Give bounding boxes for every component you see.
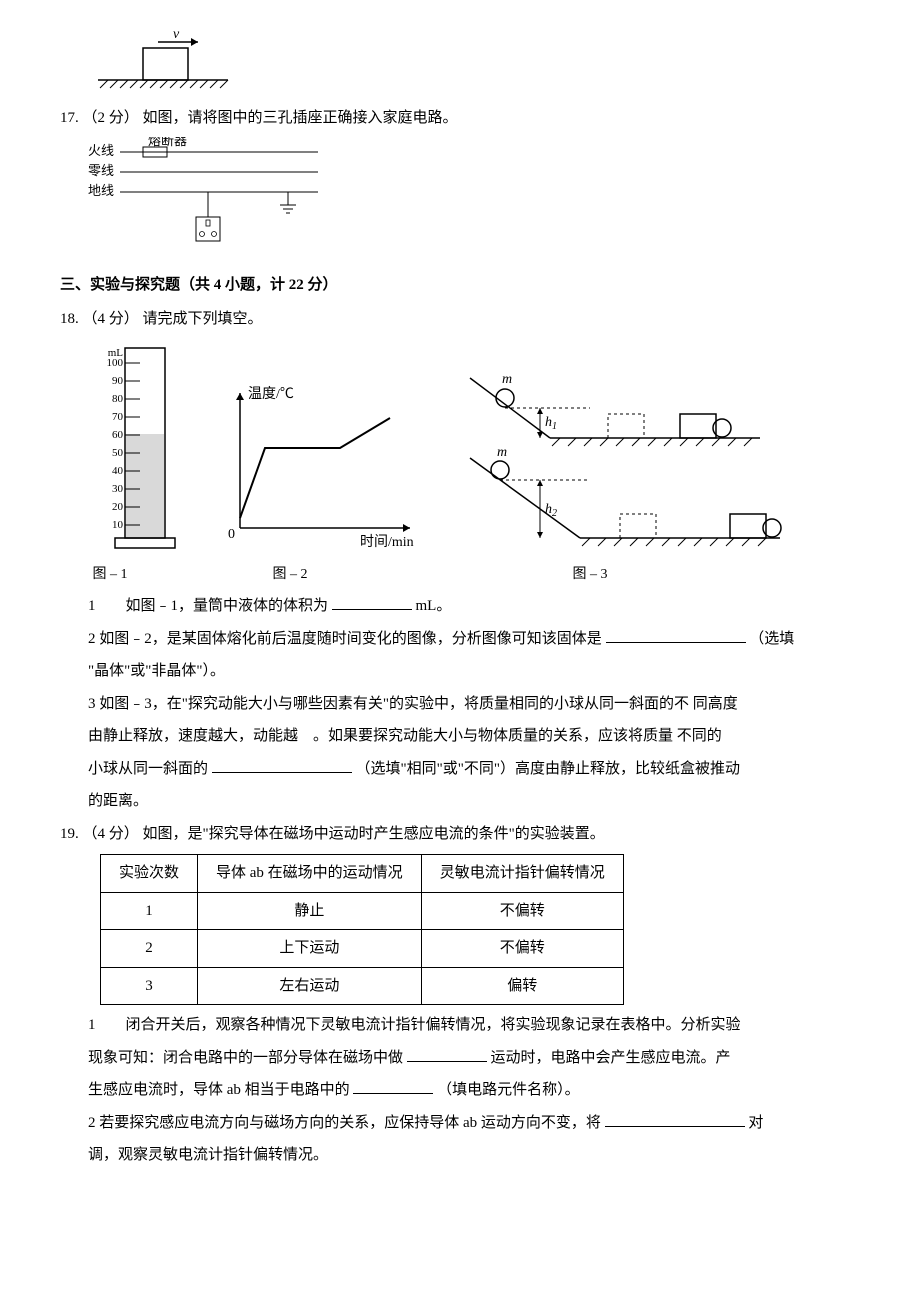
svg-text:50: 50 (112, 447, 124, 459)
q17-num: 17. (60, 110, 79, 126)
svg-text:70: 70 (112, 411, 124, 423)
q17-points: （2 分） (83, 110, 139, 126)
q17-text: 如图，请将图中的三孔插座正确接入家庭电路。 (143, 110, 458, 126)
table-row: 1 静止 不偏转 (101, 892, 624, 930)
q19-points: （4 分） (83, 826, 139, 842)
blank-motion-type[interactable] (407, 1046, 487, 1062)
earth-label: 地线 (88, 183, 114, 198)
svg-text:40: 40 (112, 465, 124, 477)
q18-figures: mL 100 90 80 70 60 50 40 30 20 10 图 – 1 (80, 338, 860, 589)
neutral-label: 零线 (88, 163, 114, 178)
svg-text:10: 10 (112, 519, 124, 531)
velocity-label: v (173, 30, 180, 42)
svg-text:100: 100 (107, 357, 124, 369)
q17-line: 17. （2 分） 如图，请将图中的三孔插座正确接入家庭电路。 (60, 104, 860, 133)
blank-same-diff[interactable] (212, 757, 352, 773)
svg-text:h2: h2 (545, 502, 557, 519)
melting-curve-svg: 温度/℃ 时间/min 0 (210, 378, 430, 558)
q18-p3c: 小球从同一斜面的 （选填"相同"或"不同"）高度由静止释放，比较纸盒被推动 (60, 755, 860, 784)
q19-line: 19. （4 分） 如图，是"探究导体在磁场中运动时产生感应电流的条件"的实验装… (60, 820, 860, 849)
svg-text:80: 80 (112, 393, 124, 405)
section3-title: 三、实验与探究题（共 4 小题，计 22 分） (60, 271, 860, 300)
q18-p1: 1 如图﹣1，量筒中液体的体积为 mL。 (60, 592, 860, 621)
block-velocity-svg: v (88, 30, 238, 100)
svg-text:0: 0 (228, 527, 235, 542)
q18-p3d: 的距离。 (60, 787, 860, 816)
blank-component[interactable] (353, 1078, 433, 1094)
blank-swap[interactable] (605, 1111, 745, 1127)
svg-text:m: m (502, 372, 512, 387)
q18-p3a: 3 如图﹣3，在"探究动能大小与哪些因素有关"的实验中，将质量相同的小球从同一斜… (60, 690, 860, 719)
fig1-label: 图 – 1 (93, 562, 188, 589)
svg-text:h1: h1 (545, 415, 557, 432)
svg-text:温度/℃: 温度/℃ (248, 386, 294, 402)
fig2-label: 图 – 2 (273, 562, 368, 589)
q19-table: 实验次数 导体 ab 在磁场中的运动情况 灵敏电流计指针偏转情况 1 静止 不偏… (100, 854, 624, 1005)
svg-text:60: 60 (112, 429, 124, 441)
table-row: 2 上下运动 不偏转 (101, 930, 624, 968)
blank-crystal[interactable] (606, 627, 746, 643)
q19-num: 19. (60, 826, 79, 842)
svg-text:90: 90 (112, 375, 124, 387)
fuse-label: 熔断器 (148, 137, 187, 148)
q18-num: 18. (60, 311, 79, 327)
q18-line: 18. （4 分） 请完成下列填空。 (60, 305, 860, 334)
table-header-row: 实验次数 导体 ab 在磁场中的运动情况 灵敏电流计指针偏转情况 (101, 855, 624, 893)
q19-p1c: 生感应电流时，导体 ab 相当于电路中的 （填电路元件名称）。 (60, 1076, 860, 1105)
svg-text:20: 20 (112, 501, 124, 513)
q18-intro: 请完成下列填空。 (143, 311, 263, 327)
q18-p2b: "晶体"或"非晶体"）。 (60, 657, 860, 686)
q18-points: （4 分） (83, 311, 139, 327)
circuit-svg: 火线 零线 地线 熔断器 (88, 137, 348, 257)
q19-p2b: 调，观察灵敏电流计指针偏转情况。 (60, 1141, 860, 1170)
q19-p2: 2 若要探究感应电流方向与磁场方向的关系，应保持导体 ab 运动方向不变，将 对 (60, 1109, 860, 1138)
svg-text:30: 30 (112, 483, 124, 495)
ramps-svg: m h1 m h2 (450, 368, 790, 558)
q19-intro: 如图，是"探究导体在磁场中运动时产生感应电流的条件"的实验装置。 (143, 826, 605, 842)
q18-p3b: 由静止释放，速度越大，动能越 。如果要探究动能大小与物体质量的关系，应该将质量 … (60, 722, 860, 751)
svg-text:时间/min: 时间/min (360, 534, 414, 550)
figure-circuit: 火线 零线 地线 熔断器 (60, 137, 860, 257)
cylinder-svg: mL 100 90 80 70 60 50 40 30 20 10 (95, 338, 185, 558)
fig3-label: 图 – 3 (573, 562, 668, 589)
live-label: 火线 (88, 143, 114, 158)
table-row: 3 左右运动 偏转 (101, 967, 624, 1005)
q18-p2: 2 如图﹣2，是某固体熔化前后温度随时间变化的图像，分析图像可知该固体是 （选填 (60, 625, 860, 654)
figure-block-velocity: v (60, 30, 860, 100)
svg-text:m: m (497, 445, 507, 460)
q19-p1b: 现象可知：闭合电路中的一部分导体在磁场中做 运动时，电路中会产生感应电流。产 (60, 1044, 860, 1073)
blank-volume[interactable] (332, 594, 412, 610)
q19-p1a: 1 闭合开关后，观察各种情况下灵敏电流计指针偏转情况，将实验现象记录在表格中。分… (60, 1011, 860, 1040)
